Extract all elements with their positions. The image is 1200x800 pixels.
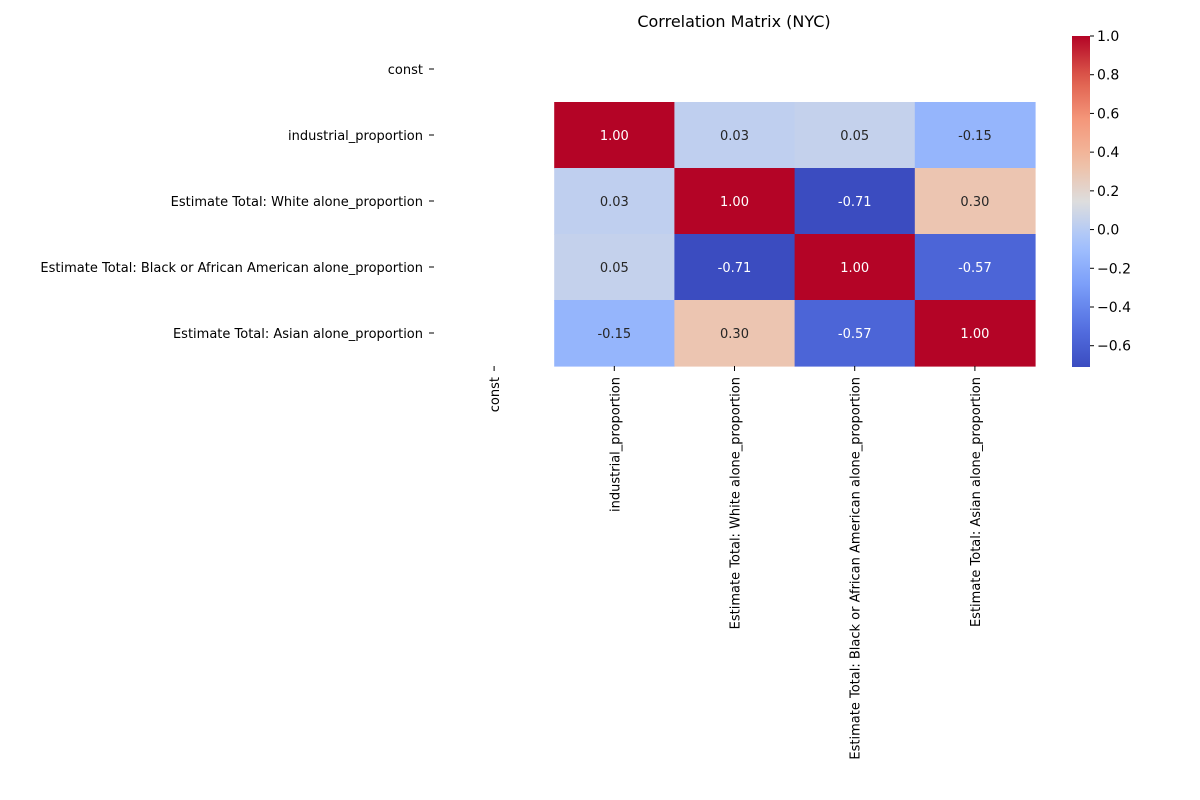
cell-value-label: 0.03 xyxy=(600,195,629,210)
colorbar-tick-label: 0.0 xyxy=(1097,223,1119,239)
heatmap-cell-r1-c1 xyxy=(554,102,675,169)
row-tick-label: industrial_proportion xyxy=(288,129,423,144)
colorbar-tick-label: 0.8 xyxy=(1097,68,1119,84)
colorbar-tick-label: −0.4 xyxy=(1097,300,1131,316)
colorbar: 1.0 0.8 0.6 0.4 0.2 0.0 −0.2 −0.4 −0.6 xyxy=(1072,29,1131,367)
heatmap-cell-r2-c4 xyxy=(914,168,1036,235)
row-tick-label: const xyxy=(388,63,423,78)
heatmap-cell-r4-c1 xyxy=(554,300,675,367)
cell-value-label: -0.71 xyxy=(718,261,752,276)
heatmap-cell-r4-c2 xyxy=(674,300,796,367)
cell-value-label: 0.03 xyxy=(720,129,749,144)
cell-value-label: 1.00 xyxy=(720,195,749,210)
heatmap-cell-r2-c1 xyxy=(554,168,675,235)
cell-value-label: -0.15 xyxy=(958,129,992,144)
row-tick-label: Estimate Total: White alone_proportion xyxy=(171,195,423,210)
row-tick-labels: const industrial_proportion Estimate Total… xyxy=(40,63,434,342)
heatmap-cell-r2-c2 xyxy=(674,168,796,235)
colorbar-gradient xyxy=(1072,36,1090,367)
heatmap-cell-r1-c2 xyxy=(674,102,796,169)
cell-value-label: 0.05 xyxy=(600,261,629,276)
column-tick-label: Estimate Total: Black or African America… xyxy=(849,377,864,760)
column-tick-label: Estimate Total: Asian alone_proportion xyxy=(969,377,984,627)
column-tick-labels: const industrial_proportion Estimate Total… xyxy=(488,366,984,760)
row-tick-label: Estimate Total: Asian alone_proportion xyxy=(173,327,423,342)
cell-value-label: 0.05 xyxy=(840,129,869,144)
cell-value-label: 1.00 xyxy=(840,261,869,276)
cell-value-label: 1.00 xyxy=(600,129,629,144)
cell-value-label: 0.30 xyxy=(720,327,749,342)
heatmap-cells: 1.00 0.03 0.05 -0.15 0.03 1.00 -0.71 0.30 0.05 -0… xyxy=(554,102,1036,367)
colorbar-tick-label: 0.6 xyxy=(1097,106,1119,122)
heatmap-cell-r3-c2 xyxy=(674,234,796,301)
column-tick-label: industrial_proportion xyxy=(608,377,623,512)
heatmap-cell-r4-c3 xyxy=(794,300,916,367)
heatmap-cell-r2-c3 xyxy=(794,168,916,235)
cell-value-label: 0.30 xyxy=(960,195,989,210)
colorbar-tick-label: −0.2 xyxy=(1097,261,1131,277)
colorbar-tick-label: 1.0 xyxy=(1097,29,1119,45)
heatmap-cell-r1-c3 xyxy=(794,102,916,169)
cell-value-label: -0.15 xyxy=(597,327,631,342)
column-tick-label: Estimate Total: White alone_proportion xyxy=(729,377,744,629)
colorbar-tick-label: 0.4 xyxy=(1097,145,1119,161)
heatmap-cell-r4-c4 xyxy=(914,300,1036,367)
chart-title: Correlation Matrix (NYC) xyxy=(637,12,830,31)
heatmap-cell-r3-c3 xyxy=(794,234,916,301)
cell-value-label: -0.57 xyxy=(958,261,992,276)
heatmap-cell-r3-c4 xyxy=(914,234,1036,301)
cell-value-label: 1.00 xyxy=(960,327,989,342)
colorbar-tick-label: −0.6 xyxy=(1097,339,1131,355)
row-tick-label: Estimate Total: Black or African America… xyxy=(40,261,423,276)
heatmap-cell-r3-c1 xyxy=(554,234,675,301)
heatmap-cell-r1-c4 xyxy=(914,102,1036,169)
colorbar-tick-label: 0.2 xyxy=(1097,184,1119,200)
cell-value-label: -0.71 xyxy=(838,195,872,210)
column-tick-label: const xyxy=(488,377,503,412)
cell-value-label: -0.57 xyxy=(838,327,872,342)
